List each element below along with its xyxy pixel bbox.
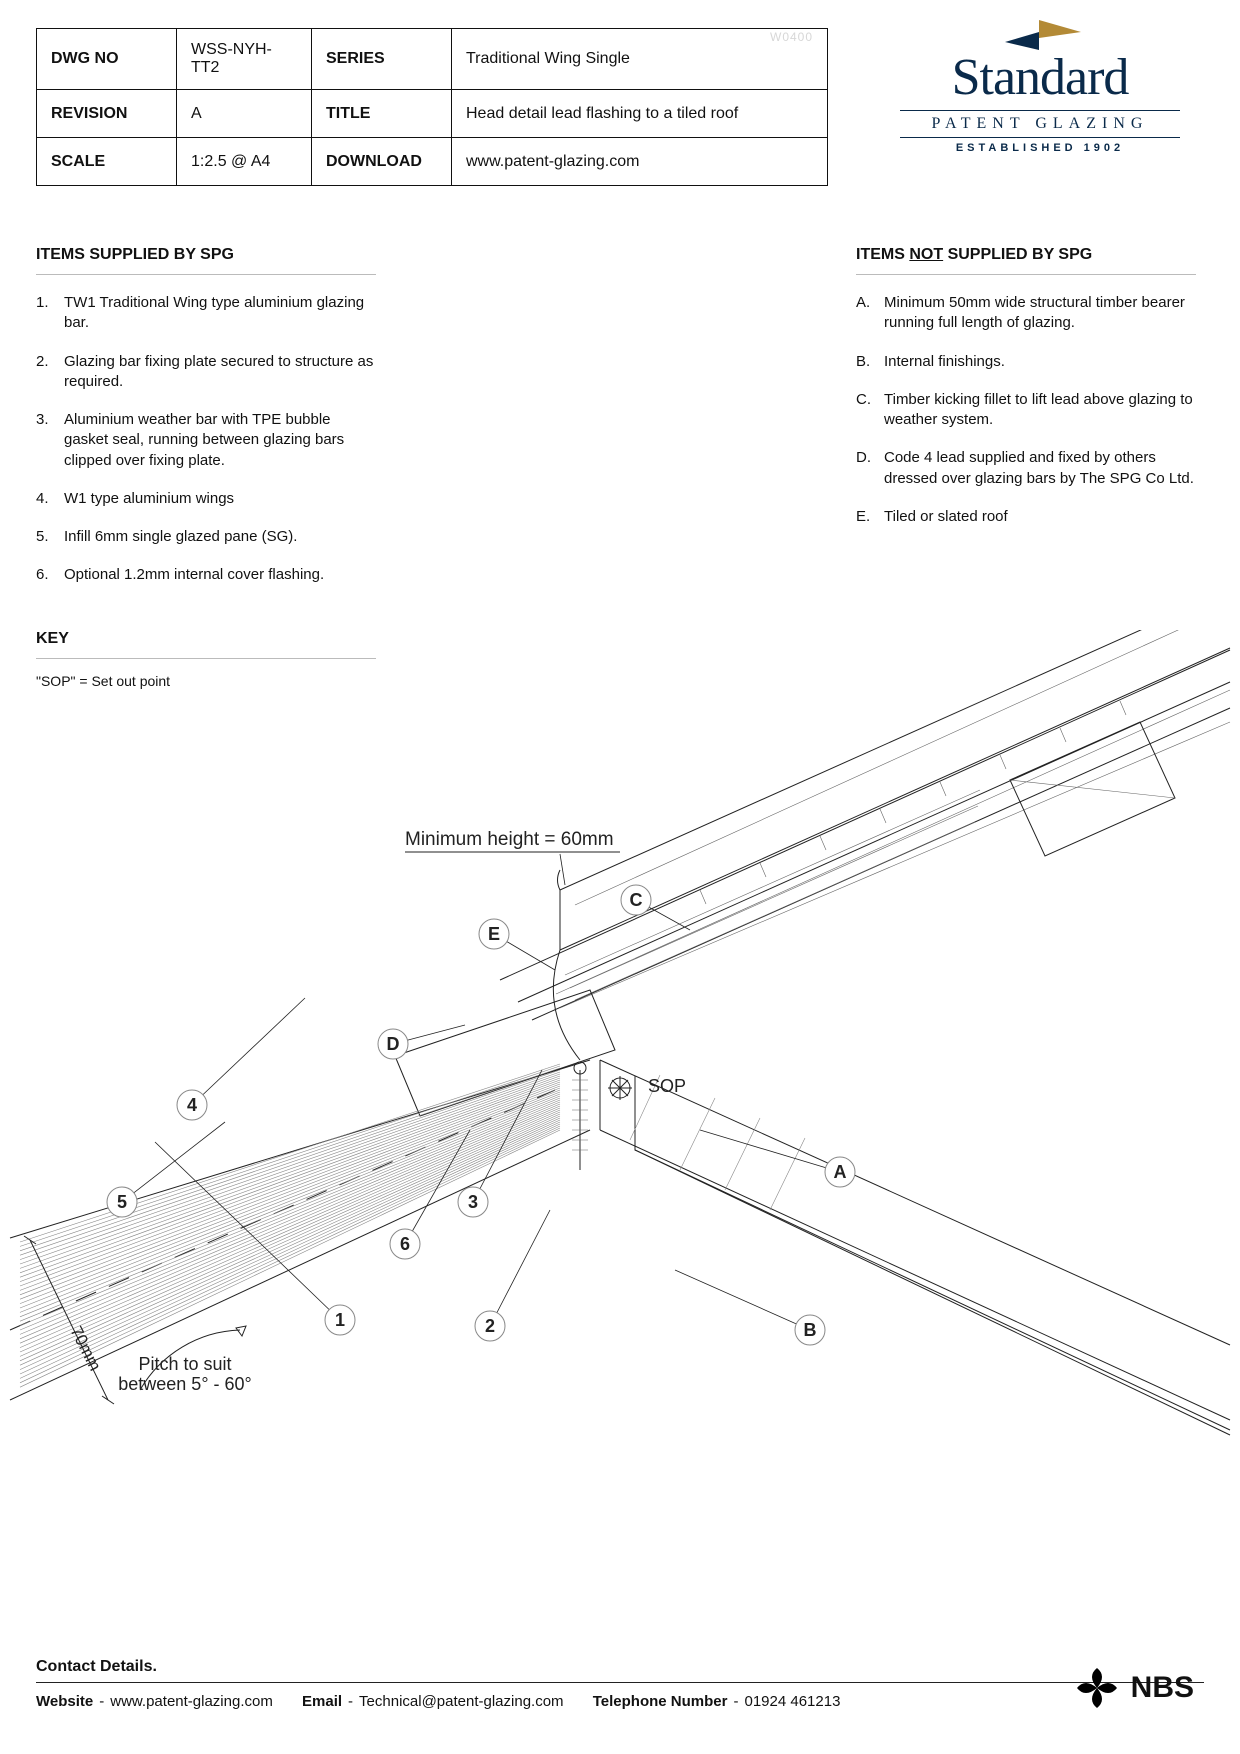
- svg-text:Minimum height = 60mm: Minimum height = 60mm: [405, 829, 614, 850]
- list-item: 2.Glazing bar fixing plate secured to st…: [36, 352, 376, 393]
- info-table: DWG NO WSS-NYH-TT2 SERIES Traditional Wi…: [36, 28, 828, 186]
- nbs-icon: [1073, 1664, 1121, 1712]
- info-label: REVISION: [37, 90, 177, 138]
- info-label: SCALE: [37, 138, 177, 186]
- footer: Contact Details. Website-www.patent-glaz…: [36, 1658, 1204, 1710]
- info-value: A: [177, 90, 312, 138]
- info-value: www.patent-glazing.com: [452, 138, 828, 186]
- svg-text:between 5° - 60°: between 5° - 60°: [118, 1374, 251, 1394]
- svg-text:4: 4: [187, 1095, 197, 1115]
- svg-text:Pitch to suit: Pitch to suit: [138, 1354, 231, 1374]
- watermark: W0400: [770, 30, 813, 44]
- info-label: DWG NO: [37, 29, 177, 90]
- items-not-supplied-col: ITEMS NOT SUPPLIED BY SPG A.Minimum 50mm…: [856, 246, 1196, 689]
- svg-text:A: A: [834, 1162, 847, 1182]
- logo-flag-icon: [890, 18, 1190, 52]
- sop-label: SOP: [648, 1076, 686, 1096]
- list-item: 3.Aluminium weather bar with TPE bubble …: [36, 410, 376, 471]
- min-height-label: Minimum height = 60mm: [405, 829, 620, 885]
- info-label: SERIES: [312, 29, 452, 90]
- logo: Standard PATENT GLAZING ESTABLISHED 1902: [890, 18, 1190, 154]
- svg-text:70mm: 70mm: [66, 1323, 104, 1374]
- footer-contacts: Website-www.patent-glazing.com Email-Tec…: [36, 1693, 1204, 1710]
- list-item: D.Code 4 lead supplied and fixed by othe…: [856, 448, 1196, 489]
- info-row-2: SCALE 1:2.5 @ A4 DOWNLOAD www.patent-gla…: [37, 138, 828, 186]
- svg-text:C: C: [630, 890, 643, 910]
- info-label: DOWNLOAD: [312, 138, 452, 186]
- svg-text:2: 2: [485, 1316, 495, 1336]
- items-not-supplied-list: A.Minimum 50mm wide structural timber be…: [856, 293, 1196, 527]
- svg-text:5: 5: [117, 1192, 127, 1212]
- info-row-0: DWG NO WSS-NYH-TT2 SERIES Traditional Wi…: [37, 29, 828, 90]
- info-value: WSS-NYH-TT2: [177, 29, 312, 90]
- pitch-arc: Pitch to suit between 5° - 60°: [118, 1326, 251, 1394]
- glazing-assembly: [10, 990, 632, 1400]
- items-supplied-heading: ITEMS SUPPLIED BY SPG: [36, 246, 376, 275]
- info-value: 1:2.5 @ A4: [177, 138, 312, 186]
- nbs-logo: NBS: [1073, 1664, 1194, 1712]
- logo-wordmark: Standard: [890, 52, 1190, 104]
- logo-established: ESTABLISHED 1902: [890, 142, 1190, 154]
- info-value: Head detail lead flashing to a tiled roo…: [452, 90, 828, 138]
- svg-text:3: 3: [468, 1192, 478, 1212]
- list-item: 1.TW1 Traditional Wing type aluminium gl…: [36, 293, 376, 334]
- logo-subtitle: PATENT GLAZING: [900, 110, 1180, 138]
- items-supplied-col: ITEMS SUPPLIED BY SPG 1.TW1 Traditional …: [36, 246, 376, 689]
- items-supplied-list: 1.TW1 Traditional Wing type aluminium gl…: [36, 293, 376, 586]
- svg-text:6: 6: [400, 1234, 410, 1254]
- lead-flashing: [553, 630, 1230, 1060]
- sop-marker: [608, 1076, 632, 1100]
- footer-heading: Contact Details.: [36, 1658, 1204, 1683]
- info-label: TITLE: [312, 90, 452, 138]
- technical-drawing: 70mm Pitch to suit between 5° - 60° SOP …: [0, 630, 1240, 1610]
- svg-text:B: B: [804, 1320, 817, 1340]
- timber-bearer: [600, 1060, 1230, 1435]
- info-row-1: REVISION A TITLE Head detail lead flashi…: [37, 90, 828, 138]
- screw-icon: [572, 1062, 588, 1170]
- svg-text:E: E: [488, 924, 500, 944]
- list-item: 4.W1 type aluminium wings: [36, 489, 376, 509]
- list-item: 6.Optional 1.2mm internal cover flashing…: [36, 565, 376, 585]
- svg-text:1: 1: [335, 1310, 345, 1330]
- items-not-supplied-heading: ITEMS NOT SUPPLIED BY SPG: [856, 246, 1196, 275]
- list-item: B.Internal finishings.: [856, 352, 1196, 372]
- svg-text:D: D: [387, 1034, 400, 1054]
- list-item: C.Timber kicking fillet to lift lead abo…: [856, 390, 1196, 431]
- nbs-text: NBS: [1131, 1671, 1194, 1705]
- list-item: 5.Infill 6mm single glazed pane (SG).: [36, 527, 376, 547]
- list-item: E.Tiled or slated roof: [856, 507, 1196, 527]
- list-item: A.Minimum 50mm wide structural timber be…: [856, 293, 1196, 334]
